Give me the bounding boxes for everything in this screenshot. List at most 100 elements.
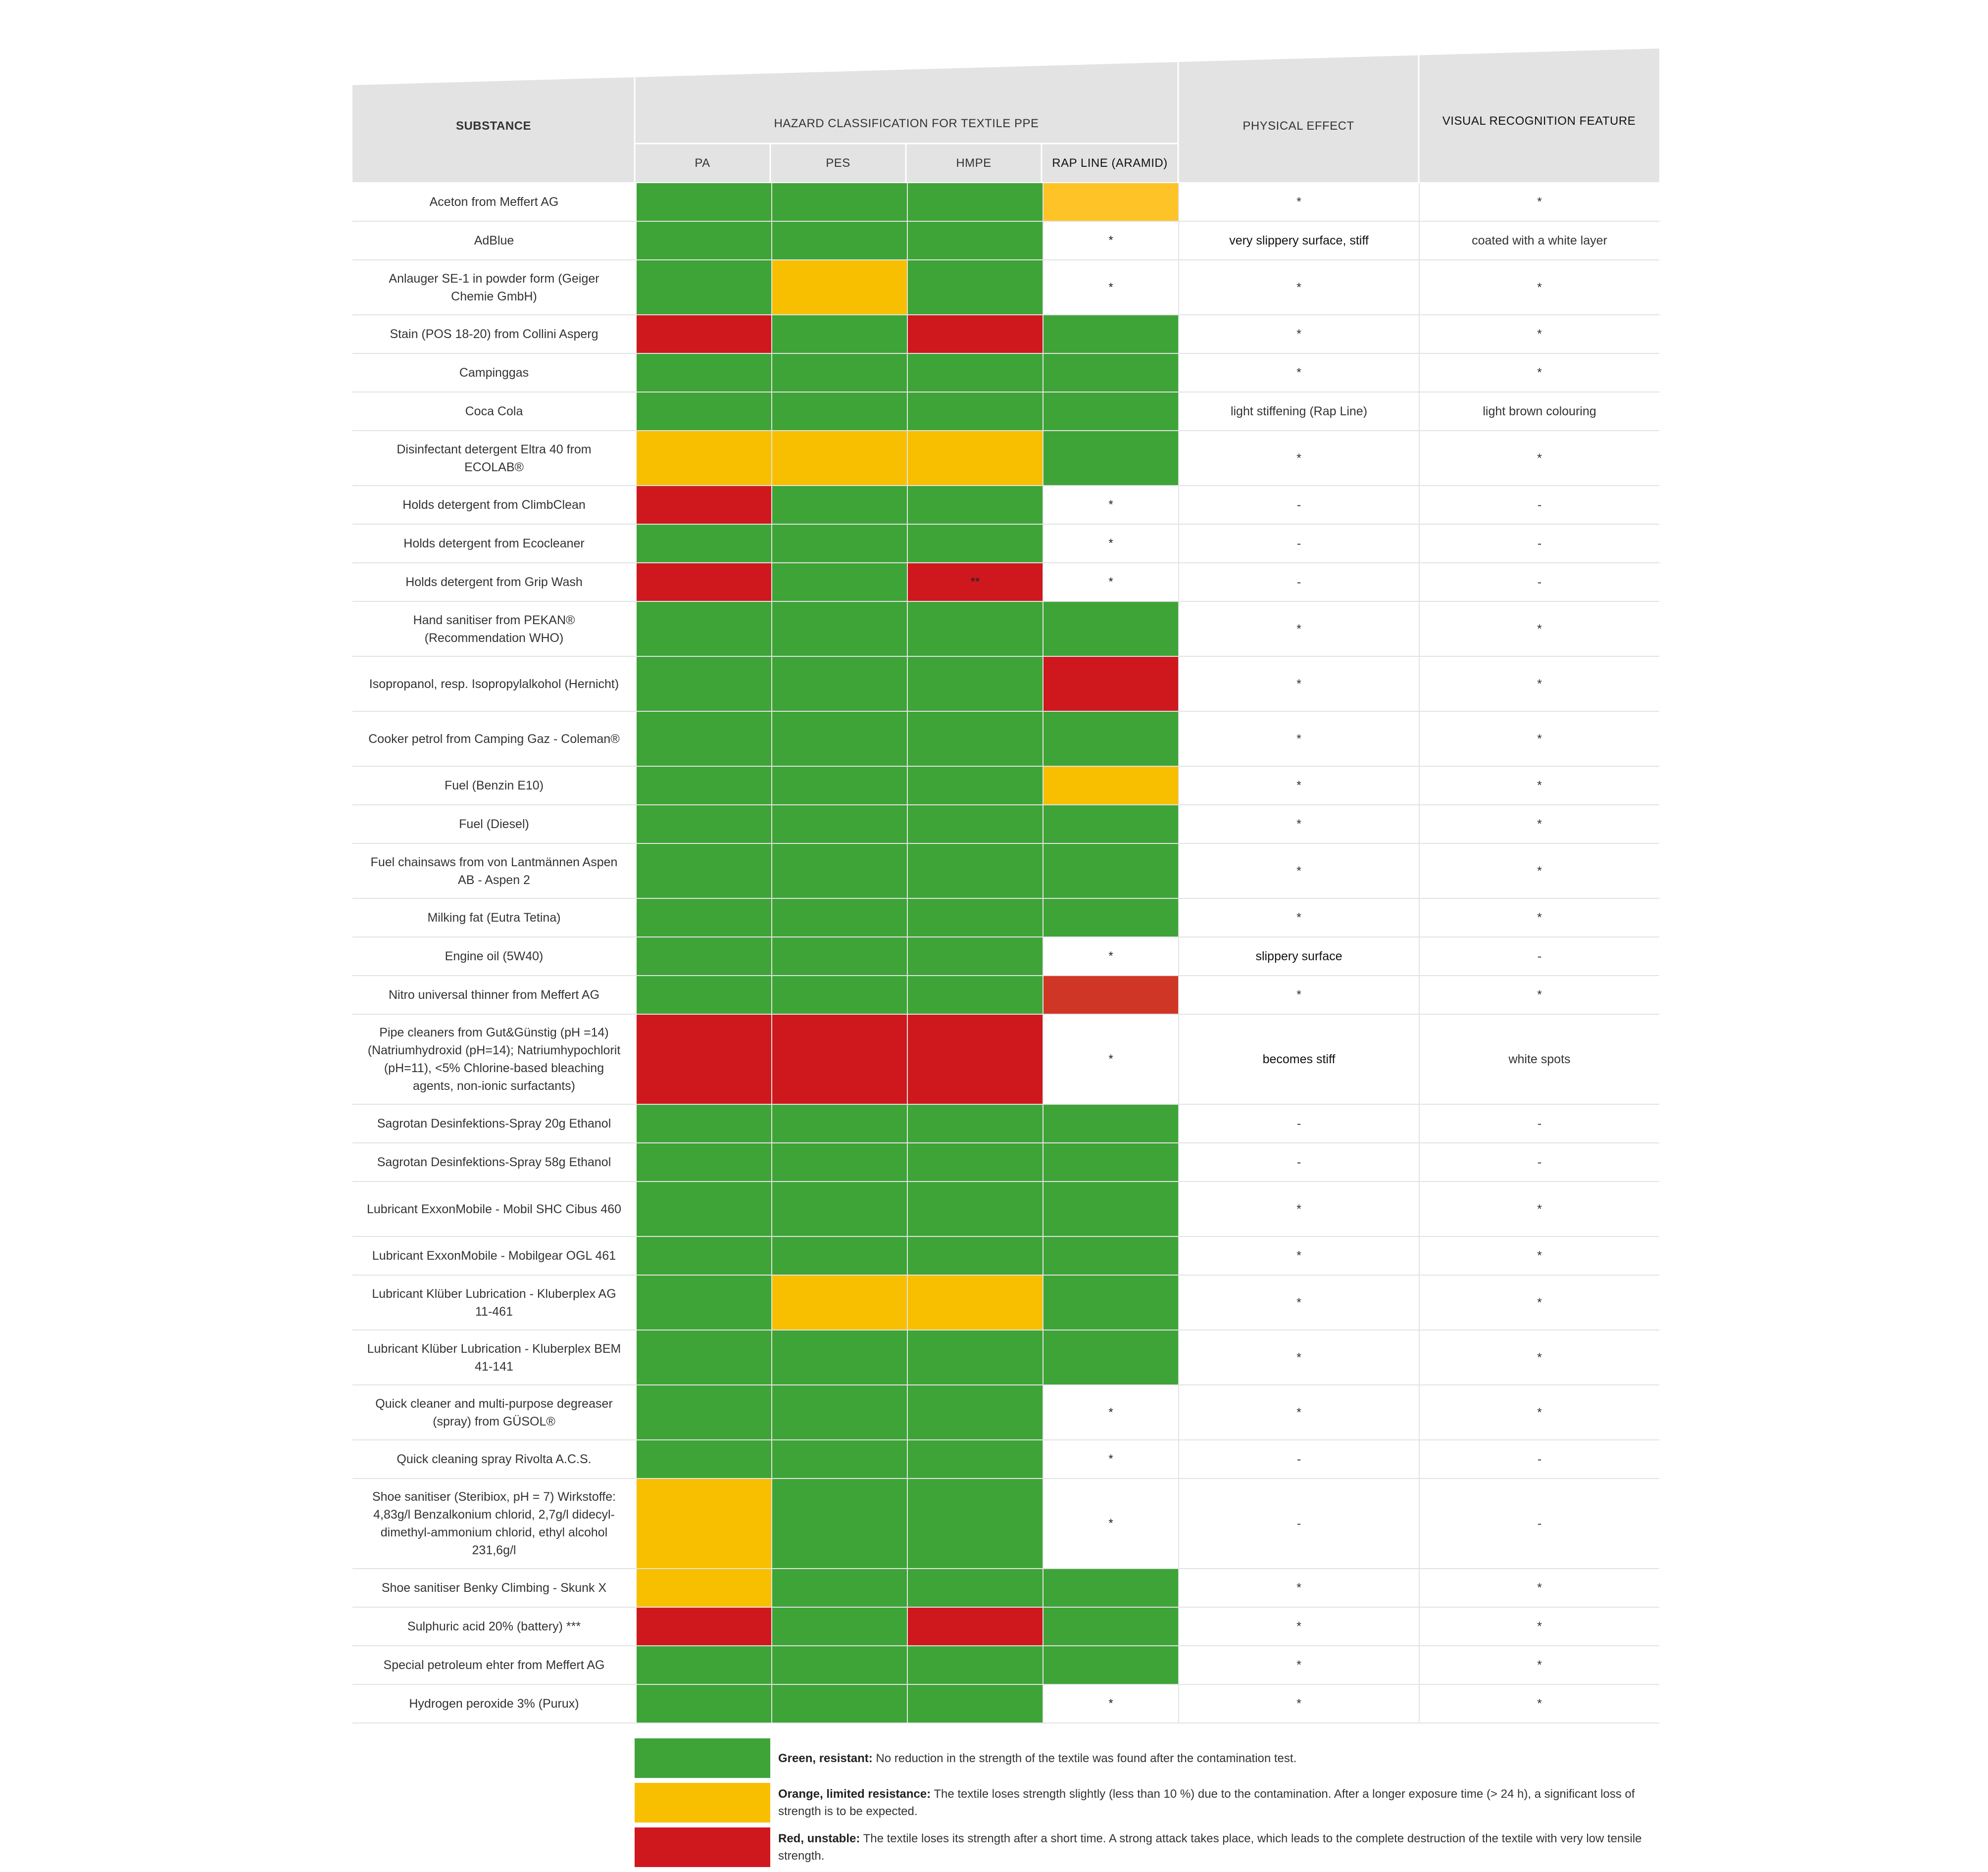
visual-recognition-cell: * [1419, 899, 1659, 936]
classification-cell-hmpe [907, 1330, 1043, 1384]
classification-cell-rap-line [1043, 805, 1178, 843]
physical-effect-cell: - [1178, 486, 1419, 524]
physical-effect-cell: becomes stiff [1178, 1015, 1419, 1104]
table-row: Special petroleum ehter from Meffert AG *… [352, 1646, 1659, 1685]
classification-cell-rap-line: * [1043, 1385, 1178, 1439]
classification-cell-pes [771, 222, 907, 259]
classification-cell-rap-line [1043, 183, 1178, 221]
legend-swatch [635, 1783, 770, 1823]
classification-cell-pes [771, 657, 907, 711]
classification-cell-rap-line: * [1043, 222, 1178, 259]
classification-cell-pes [771, 525, 907, 562]
table-row: Campinggas * * [352, 354, 1659, 393]
classification-cell-pes [771, 602, 907, 656]
classification-cell-hmpe [907, 1608, 1043, 1645]
physical-effect-cell: light stiffening (Rap Line) [1178, 393, 1419, 430]
table-row: Holds detergent from ClimbClean * - - [352, 486, 1659, 525]
classification-cell-pes [771, 1143, 907, 1181]
classification-cell-pa [636, 1237, 771, 1275]
table-row: Holds detergent from Grip Wash ** * - - [352, 563, 1659, 602]
classification-cell-pes [771, 393, 907, 430]
physical-effect-cell: - [1178, 1479, 1419, 1568]
visual-recognition-cell: - [1419, 486, 1659, 524]
classification-cell-rap-line: * [1043, 486, 1178, 524]
classification-cell-rap-line [1043, 1330, 1178, 1384]
legend-text: The textile loses its strength after a s… [778, 1832, 1642, 1863]
physical-effect-cell: very slippery surface, stiff [1178, 222, 1419, 259]
visual-recognition-cell: light brown colouring [1419, 393, 1659, 430]
physical-effect-cell: * [1178, 1182, 1419, 1236]
header-material-pa: PA [695, 156, 710, 170]
physical-effect-cell: * [1178, 976, 1419, 1014]
classification-cell-rap-line [1043, 602, 1178, 656]
classification-cell-pes [771, 767, 907, 804]
table-row: Holds detergent from Ecocleaner * - - [352, 525, 1659, 563]
classification-cell-rap-line [1043, 1105, 1178, 1142]
table-row: Aceton from Meffert AG * * [352, 183, 1659, 222]
visual-recognition-cell: * [1419, 976, 1659, 1014]
classification-cell-pes [771, 183, 907, 221]
classification-cell-pa [636, 431, 771, 485]
visual-recognition-cell: coated with a white layer [1419, 222, 1659, 259]
classification-cell-pes [771, 1015, 907, 1104]
substance-cell: Quick cleaner and multi-purpose degrease… [375, 1396, 613, 1429]
visual-recognition-cell: * [1419, 1182, 1659, 1236]
classification-cell-hmpe [907, 315, 1043, 353]
legend-description: Orange, limited resistance: The textile … [770, 1785, 1659, 1820]
classification-cell-hmpe [907, 937, 1043, 975]
classification-cell-pes [771, 1182, 907, 1236]
classification-cell-hmpe [907, 1646, 1043, 1684]
classification-cell-pes [771, 805, 907, 843]
classification-cell-pes [771, 1479, 907, 1568]
classification-cell-pa [636, 1646, 771, 1684]
visual-recognition-cell: - [1419, 525, 1659, 562]
classification-cell-rap-line [1043, 657, 1178, 711]
classification-cell-hmpe [907, 183, 1043, 221]
classification-cell-hmpe: ** [907, 563, 1043, 601]
classification-cell-hmpe [907, 1105, 1043, 1142]
table-row: Pipe cleaners from Gut&Günstig (pH =14) … [352, 1015, 1659, 1105]
substance-cell: Fuel chainsaws from von Lantmännen Aspen… [370, 855, 618, 887]
classification-cell-rap-line [1043, 315, 1178, 353]
table-row: Isopropanol, resp. Isopropylalkohol (Her… [352, 657, 1659, 712]
classification-cell-hmpe [907, 602, 1043, 656]
table-row: Disinfectant detergent Eltra 40 from ECO… [352, 431, 1659, 486]
classification-cell-pes [771, 354, 907, 392]
physical-effect-cell: * [1178, 1569, 1419, 1607]
classification-cell-pes [771, 1608, 907, 1645]
classification-cell-pa [636, 602, 771, 656]
table-row: Cooker petrol from Camping Gaz - Cole­ma… [352, 712, 1659, 767]
classification-cell-rap-line [1043, 976, 1178, 1014]
visual-recognition-cell: * [1419, 712, 1659, 766]
substance-cell: Sagrotan Desinfektions-Spray 58g Ethanol [377, 1155, 611, 1169]
classification-cell-pa [636, 563, 771, 601]
visual-recognition-cell: - [1419, 937, 1659, 975]
visual-recognition-cell: * [1419, 1385, 1659, 1439]
classification-cell-rap-line: * [1043, 1440, 1178, 1478]
table-row: Shoe sanitiser (Steribiox, pH = 7) Wirks… [352, 1479, 1659, 1569]
substance-cell: Campinggas [459, 366, 529, 380]
substance-cell: Fuel (Diesel) [459, 817, 529, 831]
substance-cell: Shoe sanitiser Benky Climbing - Skunk X [381, 1581, 607, 1595]
table-row: Fuel chainsaws from von Lantmännen Aspen… [352, 844, 1659, 899]
classification-cell-hmpe [907, 431, 1043, 485]
substance-cell: Holds detergent from Grip Wash [405, 575, 583, 589]
physical-effect-cell: * [1178, 844, 1419, 898]
visual-recognition-cell: * [1419, 1237, 1659, 1275]
visual-recognition-cell: - [1419, 1479, 1659, 1568]
table-row: Coca Cola light stiffening (Rap Line) ligh… [352, 393, 1659, 431]
substance-cell: Fuel (Benzin E10) [444, 779, 544, 792]
classification-cell-pes [771, 1276, 907, 1330]
substance-cell: Shoe sanitiser (Steribiox, pH = 7) Wirks… [372, 1490, 616, 1557]
visual-recognition-cell: * [1419, 1646, 1659, 1684]
classification-cell-pes [771, 844, 907, 898]
physical-effect-cell: - [1178, 1440, 1419, 1478]
table-row: Quick cleaning spray Rivolta A.C.S. * - - [352, 1440, 1659, 1479]
classification-cell-pa [636, 183, 771, 221]
substance-cell: Cooker petrol from Camping Gaz - Cole­ma… [368, 732, 620, 746]
classification-cell-pa [636, 1276, 771, 1330]
classification-cell-pa [636, 844, 771, 898]
classification-cell-rap-line [1043, 844, 1178, 898]
classification-cell-pes [771, 976, 907, 1014]
classification-cell-rap-line [1043, 1143, 1178, 1181]
